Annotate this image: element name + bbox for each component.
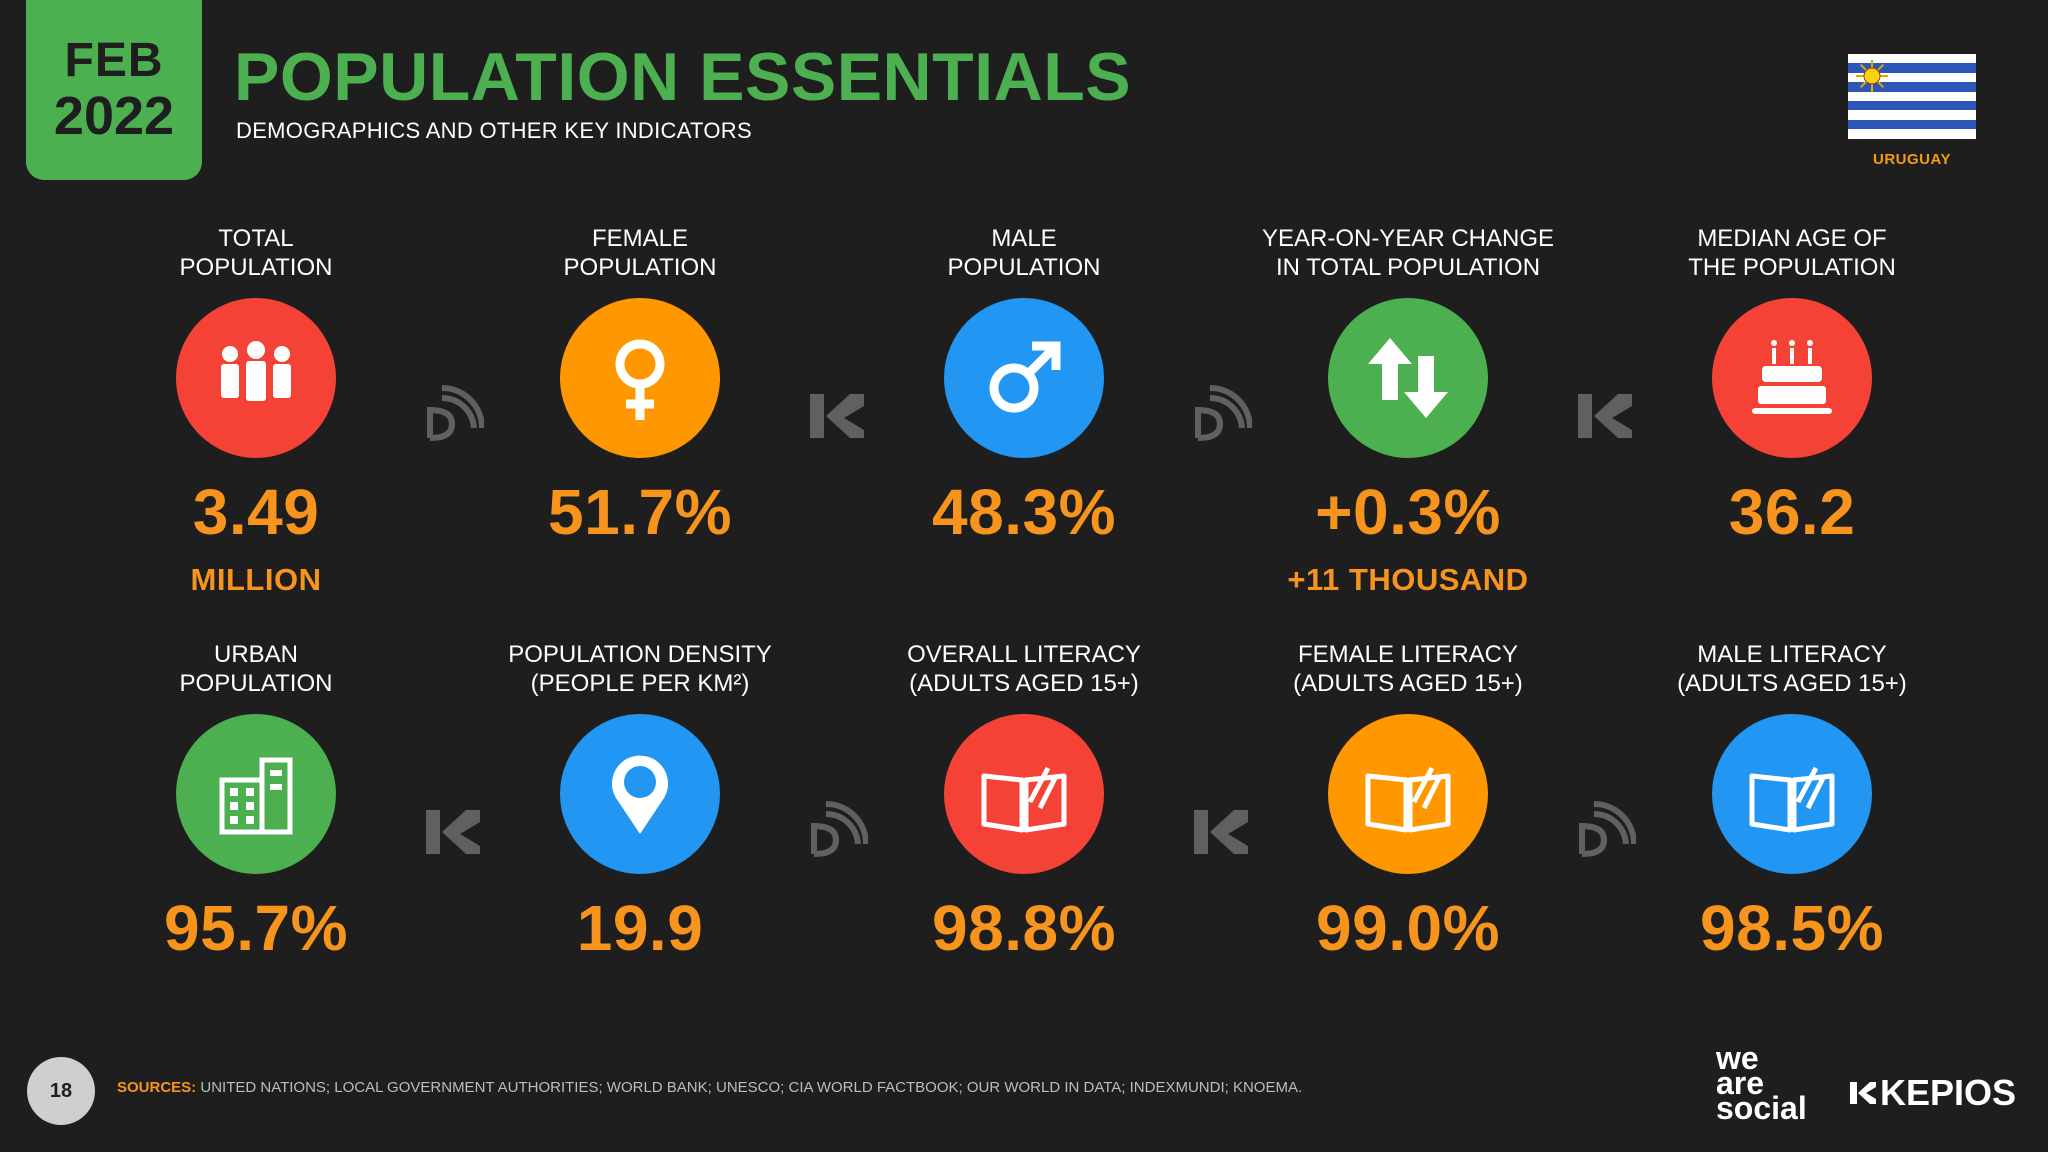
stat-label: TOTAL POPULATION [179, 225, 333, 281]
date-year: 2022 [53, 86, 175, 146]
stat-label: MALE POPULATION [947, 225, 1101, 281]
stat-urban-population: URBAN POPULATION 95.7% [86, 640, 426, 960]
datareportal-watermark-icon [1195, 385, 1252, 441]
stat-value: 19.9 [576, 892, 704, 964]
stat-male-population: MALE POPULATION 48.3% [854, 224, 1194, 544]
stat-yoy-change: YEAR-ON-YEAR CHANGE IN TOTAL POPULATION +… [1238, 224, 1578, 598]
country-flag-block: URUGUAY [1848, 54, 1976, 168]
buildings-icon [176, 714, 336, 874]
stat-female-literacy: FEMALE LITERACY (ADULTS AGED 15+) 99.0% [1238, 640, 1578, 960]
people-icon [176, 298, 336, 458]
kepios-mark-icon [1850, 1082, 1876, 1104]
stat-male-literacy: MALE LITERACY (ADULTS AGED 15+) 98.5% [1622, 640, 1962, 960]
stat-sub: +11 THOUSAND [1287, 562, 1529, 597]
stat-value: 3.49 [192, 476, 320, 548]
date-month: FEB [64, 34, 164, 87]
open-book-icon [1328, 714, 1488, 874]
stat-label: URBAN POPULATION [179, 641, 333, 697]
stat-value: 99.0% [1316, 892, 1500, 964]
kepios-watermark-icon [1578, 394, 1632, 438]
stat-value: 95.7% [164, 892, 348, 964]
stat-label: MEDIAN AGE OF THE POPULATION [1688, 225, 1896, 281]
stat-value: +0.3% [1315, 476, 1501, 548]
sun-of-may-icon [1856, 60, 1888, 92]
stat-overall-literacy: OVERALL LITERACY (ADULTS AGED 15+) 98.8% [854, 640, 1194, 960]
kepios-logo: KEPIOS [1850, 1072, 2016, 1114]
up-down-arrows-icon [1328, 298, 1488, 458]
open-book-icon [944, 714, 1104, 874]
date-tab: FEB 2022 [26, 0, 202, 180]
stat-value: 98.5% [1700, 892, 1884, 964]
female-symbol-icon [560, 298, 720, 458]
stat-value: 36.2 [1728, 476, 1856, 548]
stat-label: MALE LITERACY (ADULTS AGED 15+) [1677, 641, 1907, 697]
stat-total-population: TOTAL POPULATION 3.49 MILLION [86, 224, 426, 598]
country-name: URUGUAY [1873, 151, 1951, 168]
stat-label: FEMALE LITERACY (ADULTS AGED 15+) [1293, 641, 1523, 697]
sources-label: SOURCES: [117, 1079, 197, 1096]
uruguay-flag-icon [1848, 54, 1976, 139]
datareportal-watermark-icon [427, 385, 484, 441]
sources-text: UNITED NATIONS; LOCAL GOVERNMENT AUTHORI… [200, 1079, 1303, 1096]
stat-value: 48.3% [932, 476, 1116, 548]
stat-value: 51.7% [548, 476, 732, 548]
stat-label: YEAR-ON-YEAR CHANGE IN TOTAL POPULATION [1261, 225, 1555, 281]
stat-median-age: MEDIAN AGE OF THE POPULATION 36.2 [1622, 224, 1962, 544]
datareportal-watermark-icon [811, 801, 868, 857]
stat-value: 98.8% [932, 892, 1116, 964]
kepios-watermark-icon [810, 394, 864, 438]
page-title: POPULATION ESSENTIALS [234, 39, 1132, 115]
stat-label: POPULATION DENSITY (PEOPLE PER KM²) [508, 641, 772, 697]
page-subtitle: DEMOGRAPHICS AND OTHER KEY INDICATORS [236, 118, 752, 143]
male-symbol-icon [944, 298, 1104, 458]
stat-sub: MILLION [190, 562, 322, 597]
stat-female-population: FEMALE POPULATION 51.7% [470, 224, 810, 544]
map-pin-icon [560, 714, 720, 874]
stat-label: OVERALL LITERACY (ADULTS AGED 15+) [907, 641, 1141, 697]
sources-line: SOURCES: UNITED NATIONS; LOCAL GOVERNMEN… [117, 1079, 1302, 1096]
we-are-social-logo: we are social [1716, 1040, 1807, 1126]
kepios-watermark-icon [426, 810, 480, 854]
stat-population-density: POPULATION DENSITY (PEOPLE PER KM²) 19.9 [470, 640, 810, 960]
birthday-cake-icon [1712, 298, 1872, 458]
stat-label: FEMALE POPULATION [563, 225, 717, 281]
kepios-watermark-icon [1194, 810, 1248, 854]
open-book-icon [1712, 714, 1872, 874]
page-number: 18 [27, 1057, 95, 1125]
datareportal-watermark-icon [1579, 801, 1636, 857]
